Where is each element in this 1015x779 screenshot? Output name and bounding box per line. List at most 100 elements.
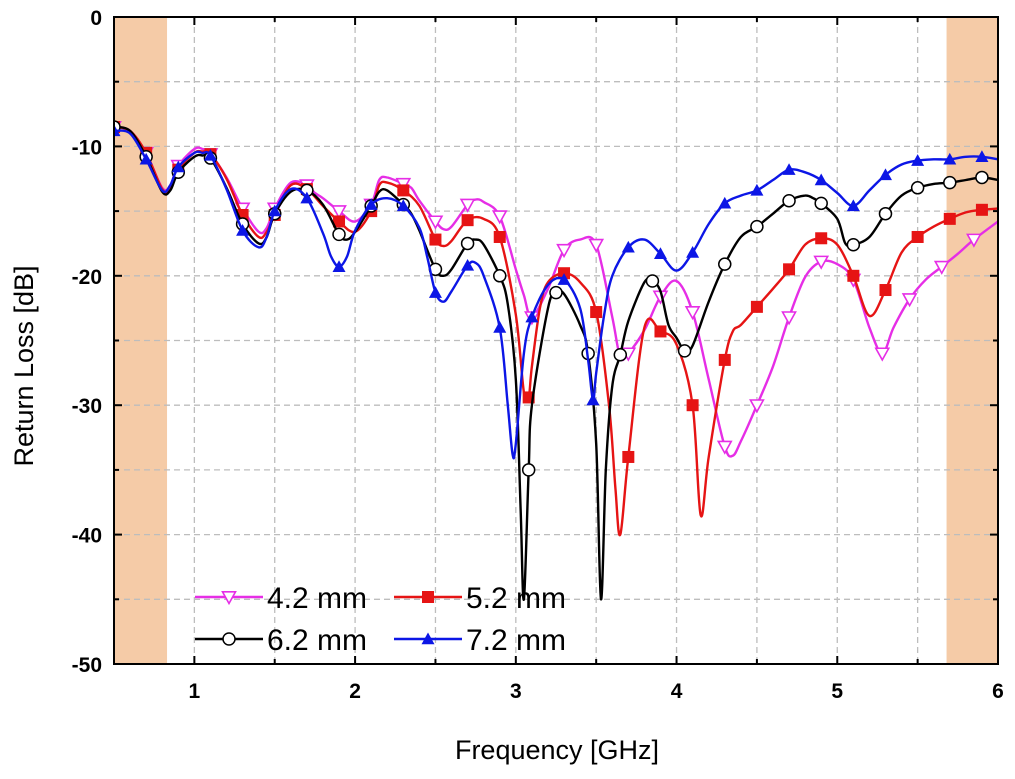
data-point	[684, 306, 701, 321]
data-point	[911, 154, 925, 166]
data-point	[427, 215, 444, 230]
data-point	[586, 393, 600, 406]
data-point	[966, 233, 982, 248]
data-point	[686, 246, 700, 258]
legend-label: 7.2 mm	[466, 624, 566, 657]
y-tick-label: -20	[72, 266, 102, 289]
data-point	[590, 306, 603, 319]
data-point	[750, 183, 764, 196]
y-tick-label: -40	[72, 525, 102, 548]
y-tick-label: 0	[90, 7, 102, 30]
data-point	[171, 160, 185, 173]
data-point	[782, 163, 796, 175]
data-point	[783, 263, 796, 276]
data-point	[975, 150, 989, 162]
data-point	[459, 198, 476, 213]
data-point	[645, 274, 660, 288]
data-point	[331, 205, 347, 220]
x-tick-label: 2	[349, 680, 361, 703]
data-point	[268, 204, 282, 217]
data-point	[933, 260, 950, 275]
data-point	[901, 293, 918, 308]
tick-labels: 1 2 3 4 5 6 0 -10 -20 -30 -40 -50	[72, 7, 1004, 703]
data-point	[654, 325, 667, 338]
data-point	[429, 233, 442, 246]
data-point	[718, 257, 732, 271]
data-point	[588, 238, 605, 253]
data-point	[428, 286, 442, 298]
data-point	[300, 191, 314, 204]
data-point	[943, 175, 957, 190]
series-6-2-mm	[114, 120, 998, 601]
data-point	[139, 152, 153, 165]
data-point	[203, 148, 217, 161]
legend-label: 5.2 mm	[466, 582, 566, 615]
data-point	[556, 243, 572, 259]
data-point	[781, 311, 797, 326]
data-point	[525, 310, 539, 323]
legend: 4.2 mm 5.2 mm 6.2 mm 7.2 mm	[195, 582, 566, 657]
legend-marker	[422, 591, 434, 603]
data-point	[878, 206, 893, 221]
data-point	[621, 240, 635, 253]
data-point	[492, 269, 507, 283]
legend-marker	[421, 632, 435, 645]
data-point	[879, 284, 892, 297]
data-point	[396, 199, 410, 212]
data-point	[718, 353, 731, 366]
legend-marker	[221, 590, 237, 606]
y-tick-label: -10	[72, 136, 102, 159]
y-tick-label: -30	[72, 395, 102, 418]
data-point	[332, 227, 346, 242]
x-tick-label: 5	[831, 680, 843, 703]
data-point	[750, 300, 763, 313]
x-tick-label: 3	[510, 680, 522, 703]
y-tick-label: -50	[72, 654, 102, 677]
data-point	[557, 273, 571, 285]
data-point	[677, 344, 692, 358]
data-point	[782, 193, 796, 208]
x-tick-label: 6	[992, 680, 1004, 703]
data-point	[460, 236, 475, 251]
series-layer	[114, 120, 998, 601]
data-point	[716, 440, 733, 455]
series-5-2-mm	[114, 120, 998, 537]
data-point	[493, 230, 506, 243]
legend-marker	[222, 632, 236, 646]
data-point	[975, 203, 988, 216]
series-7-2-mm	[114, 124, 998, 460]
data-point	[613, 347, 628, 362]
data-point	[397, 184, 410, 197]
data-point	[364, 198, 378, 210]
series-line-7-2-mm	[114, 129, 998, 460]
data-point	[910, 181, 925, 195]
y-axis-title: Return Loss [dB]	[9, 265, 39, 466]
grid-lines	[114, 17, 998, 664]
data-point	[653, 247, 667, 260]
series-line-6-2-mm	[114, 125, 998, 601]
data-point	[815, 232, 828, 245]
data-point	[461, 258, 475, 271]
data-point	[943, 212, 956, 225]
legend-label: 6.2 mm	[267, 624, 367, 657]
axis-ticks	[114, 16, 999, 665]
data-point	[878, 168, 892, 181]
data-point	[814, 196, 828, 211]
series-line-5-2-mm	[114, 125, 998, 537]
data-point	[750, 219, 764, 234]
data-point	[549, 285, 563, 300]
data-point	[332, 260, 346, 272]
data-point	[236, 224, 250, 236]
x-tick-label: 4	[671, 680, 683, 703]
data-point	[114, 124, 121, 137]
data-point	[975, 170, 989, 185]
data-point	[491, 210, 508, 225]
data-point	[521, 463, 536, 477]
data-point	[622, 450, 635, 463]
data-point	[333, 215, 346, 228]
x-axis-title: Frequency [GHz]	[455, 735, 659, 765]
data-point	[846, 237, 861, 252]
legend-label: 4.2 mm	[267, 582, 367, 615]
x-tick-label: 1	[189, 680, 201, 703]
data-point	[847, 269, 860, 282]
